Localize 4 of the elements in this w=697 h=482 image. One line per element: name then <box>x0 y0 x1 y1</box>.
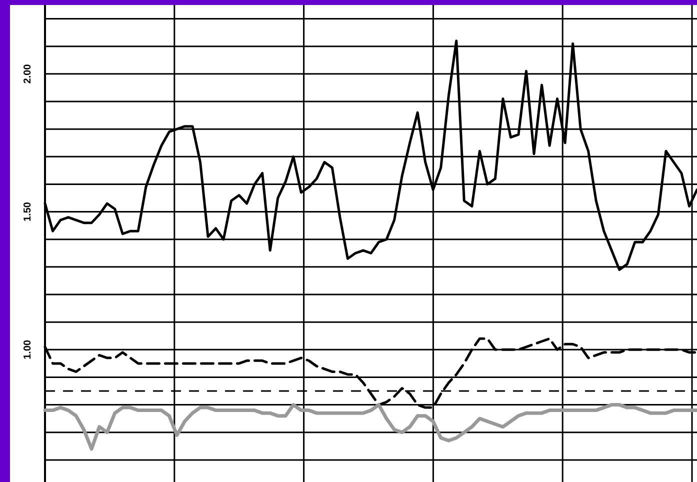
y-tick-label: 2.00 <box>22 64 34 84</box>
y-tick-label: 1.50 <box>22 202 34 222</box>
line-series <box>43 403 697 451</box>
y-tick-label: 1.00 <box>22 339 34 360</box>
